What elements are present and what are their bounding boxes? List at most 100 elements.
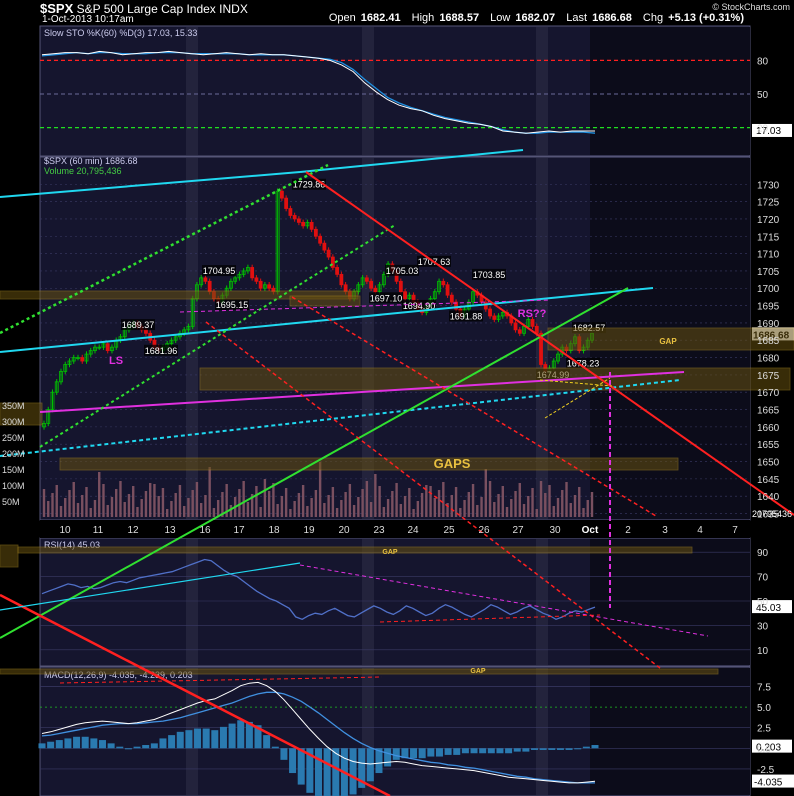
- weekend-shade: [362, 158, 374, 519]
- volume-bar: [518, 483, 521, 517]
- volume-bar: [374, 474, 377, 517]
- macd-histogram-bar: [81, 736, 89, 749]
- volume-bar: [140, 499, 143, 517]
- macd-histogram-bar: [150, 743, 158, 749]
- open-value: 1682.41: [360, 12, 401, 24]
- price-annotation: 1695.15: [216, 300, 249, 310]
- price-annotation-bg: [369, 292, 403, 304]
- volume-bar: [199, 503, 203, 517]
- macd-histogram-bar: [55, 740, 63, 749]
- price-y-tick: 1710: [757, 250, 780, 261]
- volume-bar: [501, 486, 504, 517]
- volume-bar: [102, 484, 105, 517]
- macd-histogram-bar: [202, 728, 210, 749]
- volume-bar: [216, 500, 220, 517]
- volume-bar: [255, 486, 258, 517]
- volume-bar: [399, 504, 403, 517]
- candle-body: [267, 284, 272, 289]
- price-y-tick: 1700: [757, 284, 780, 295]
- volume-tick: 150M: [2, 465, 25, 475]
- sto-y-tick: 50: [757, 90, 769, 101]
- macd-histogram-bar: [280, 748, 288, 760]
- macd-histogram-bar: [38, 743, 46, 749]
- volume-bar: [569, 503, 572, 517]
- candle-body: [500, 312, 505, 317]
- weekend-shade: [362, 27, 374, 155]
- exchange: INDX: [219, 2, 248, 16]
- candle-body: [105, 343, 110, 352]
- volume-bar: [246, 502, 250, 517]
- volume-bar: [76, 503, 80, 517]
- volume-bar: [459, 508, 462, 517]
- rsi-cyan-trendline: [0, 562, 301, 611]
- macd-histogram-bar: [323, 748, 331, 796]
- candle-body: [335, 267, 340, 275]
- price-annotation-bg: [385, 264, 419, 276]
- x-tick-label: 30: [549, 525, 561, 536]
- last-label: Last: [566, 12, 588, 24]
- candle-body: [556, 353, 560, 362]
- macd-last-label: -4.035: [754, 778, 783, 789]
- rsi-y-tick: 10: [757, 646, 769, 657]
- price-legend: $SPX (60 min) 1686.68: [44, 156, 138, 166]
- x-tick-label: 24: [407, 525, 419, 536]
- candle-body: [46, 409, 51, 424]
- candle-body: [284, 197, 289, 209]
- future-area: [590, 668, 750, 795]
- price-annotation: 1694.90: [403, 301, 436, 311]
- rsi-panel: RSI(14) 45.03 45.03: [40, 540, 792, 651]
- volume-bar: [208, 467, 211, 517]
- sto-last-badge: [752, 123, 792, 137]
- candle-body: [229, 280, 233, 289]
- axis-labels: 10 11 12 13 16 17 18 19 20 23 24 25 26 27 30 Oct 2 3 4 7805…: [2, 56, 792, 776]
- volume-bar: [522, 504, 526, 517]
- volume-bar: [357, 497, 360, 517]
- candle-body: [513, 322, 518, 331]
- macd-histogram-bar: [315, 748, 322, 796]
- date-axis-strip: [40, 520, 750, 538]
- volume-bar: [47, 501, 50, 517]
- high-label: High: [411, 12, 435, 24]
- volume-bar: [548, 485, 551, 517]
- candle-body: [67, 360, 72, 365]
- volume-tick: 300M: [2, 417, 25, 427]
- volume-bar: [68, 490, 71, 517]
- volume-bar: [306, 506, 309, 517]
- volume-bar: [331, 487, 335, 517]
- volume-bar: [289, 509, 292, 517]
- volume-tick: 100M: [2, 481, 25, 491]
- price-y-tick: 1635: [757, 510, 780, 521]
- volume-bar: [386, 499, 390, 517]
- candle-body: [186, 325, 191, 331]
- price-annotation: 1697.10: [370, 293, 403, 303]
- volume-bar: [110, 497, 114, 517]
- volume-bar: [123, 502, 126, 517]
- volume-bar: [327, 495, 330, 517]
- volume-legend: Volume 20,795,436: [44, 166, 122, 176]
- price-y-tick: 1670: [757, 388, 780, 399]
- rsi-y-tick: 70: [757, 573, 769, 584]
- volume-bar: [170, 501, 173, 517]
- macd-histogram-bar: [237, 720, 245, 749]
- volume-bar: [310, 498, 313, 517]
- macd-histogram-bar: [271, 746, 279, 749]
- volume-bar: [297, 493, 301, 517]
- macd-histogram-bar: [254, 725, 262, 749]
- low-value: 1682.07: [515, 12, 556, 24]
- quote-line: Open 1682.41 High 1688.57 Low 1682.07 La…: [321, 12, 744, 24]
- candle-body: [445, 284, 450, 296]
- macd-histogram-bar: [107, 743, 115, 749]
- macd-histogram-bar: [487, 748, 495, 754]
- volume-bar: [463, 500, 466, 517]
- volume-bar: [361, 489, 364, 517]
- macd-histogram-bar: [116, 746, 124, 749]
- candle-body: [326, 249, 331, 258]
- cyan-dashed-trendline: [0, 379, 681, 457]
- price-y-tick: 1715: [757, 232, 780, 243]
- price-y-tick: 1690: [757, 319, 780, 330]
- volume-bar: [301, 485, 305, 517]
- rsi-magenta-trendline: [299, 564, 709, 637]
- candle-body: [322, 242, 327, 251]
- volume-bar: [535, 509, 538, 517]
- price-y-tick: 1730: [757, 180, 780, 191]
